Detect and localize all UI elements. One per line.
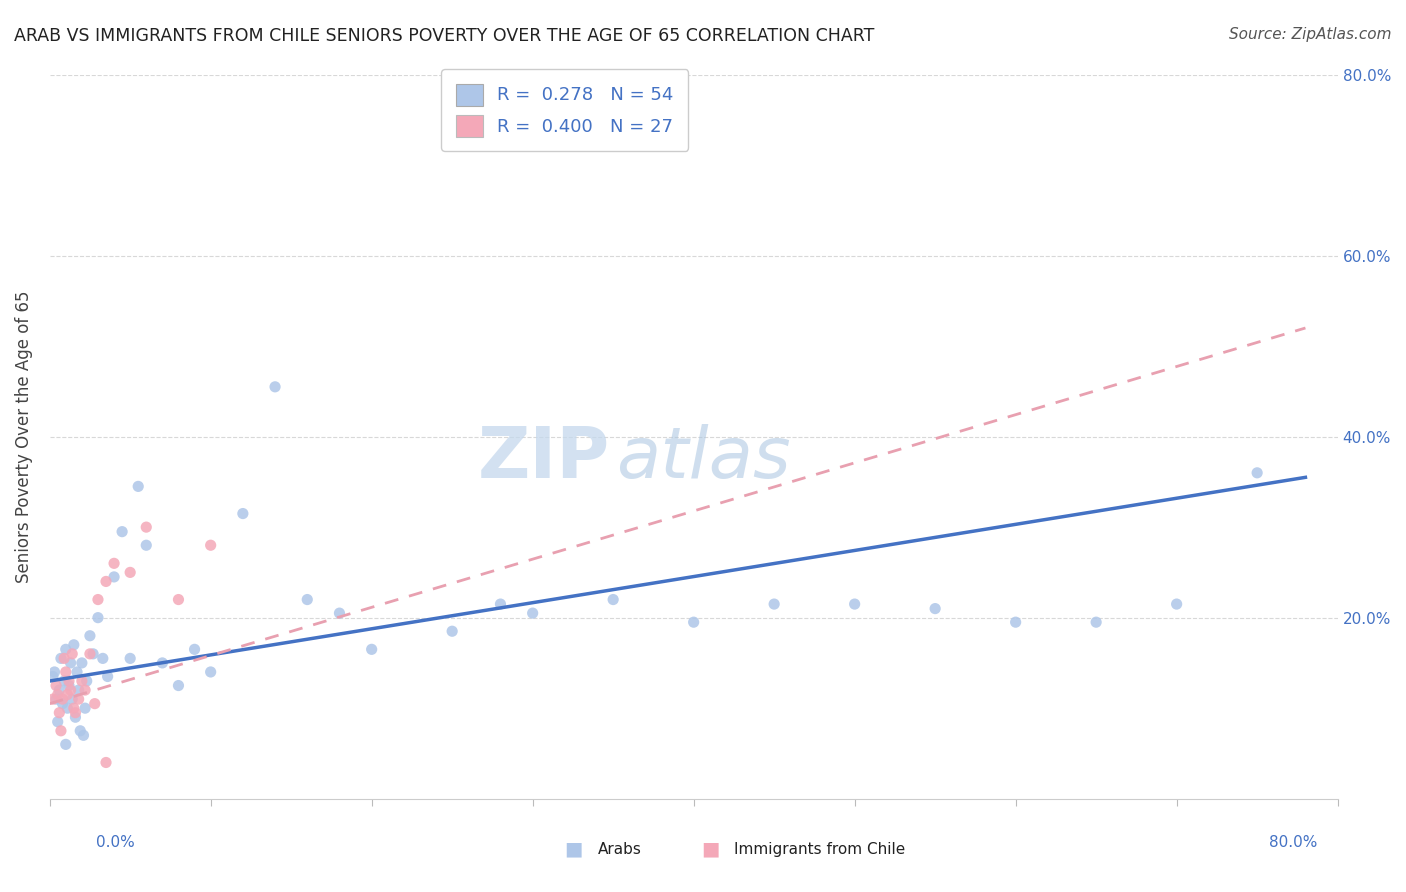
Point	[120, 651, 142, 665]
Point	[1246, 466, 1268, 480]
Point	[59, 656, 82, 670]
Point	[60, 647, 83, 661]
Text: Immigrants from Chile: Immigrants from Chile	[734, 842, 905, 856]
Text: ■: ■	[564, 839, 583, 859]
Point	[56, 701, 79, 715]
Legend: R =  0.278   N = 54, R =  0.400   N = 27: R = 0.278 N = 54, R = 0.400 N = 27	[441, 69, 689, 151]
Point	[150, 656, 173, 670]
Text: Arabs: Arabs	[598, 842, 641, 856]
Point	[264, 380, 287, 394]
Point	[360, 642, 382, 657]
Point	[45, 692, 67, 706]
Point	[120, 566, 142, 580]
Point	[53, 673, 76, 688]
Point	[58, 679, 80, 693]
Point	[111, 524, 134, 539]
Point	[82, 647, 104, 661]
Text: ZIP: ZIP	[478, 424, 610, 493]
Point	[55, 642, 77, 657]
Point	[67, 692, 90, 706]
Point	[167, 679, 190, 693]
Point	[59, 683, 82, 698]
Text: Source: ZipAtlas.com: Source: ZipAtlas.com	[1229, 27, 1392, 42]
Point	[79, 629, 101, 643]
Point	[522, 606, 544, 620]
Point	[48, 706, 70, 720]
Point	[183, 642, 205, 657]
Point	[51, 692, 73, 706]
Point	[232, 507, 254, 521]
Point	[1004, 615, 1026, 630]
Point	[83, 697, 105, 711]
Point	[76, 673, 98, 688]
Point	[103, 570, 125, 584]
Point	[682, 615, 704, 630]
Point	[1166, 597, 1188, 611]
Point	[135, 520, 157, 534]
Point	[70, 673, 93, 688]
Point	[55, 738, 77, 752]
Point	[60, 692, 83, 706]
Point	[67, 683, 90, 698]
Point	[200, 665, 222, 679]
Point	[441, 624, 464, 639]
Text: 0.0%: 0.0%	[96, 836, 135, 850]
Point	[55, 665, 77, 679]
Point	[200, 538, 222, 552]
Point	[87, 592, 110, 607]
Point	[42, 692, 65, 706]
Point	[94, 756, 117, 770]
Point	[602, 592, 624, 607]
Text: 80.0%: 80.0%	[1270, 836, 1317, 850]
Point	[127, 479, 149, 493]
Point	[69, 723, 91, 738]
Point	[97, 669, 120, 683]
Point	[49, 651, 72, 665]
Point	[46, 688, 69, 702]
Point	[45, 679, 67, 693]
Text: ■: ■	[700, 839, 720, 859]
Point	[63, 701, 86, 715]
Point	[328, 606, 350, 620]
Point	[489, 597, 512, 611]
Point	[75, 701, 97, 715]
Point	[58, 673, 80, 688]
Point	[63, 638, 86, 652]
Point	[135, 538, 157, 552]
Point	[87, 610, 110, 624]
Y-axis label: Seniors Poverty Over the Age of 65: Seniors Poverty Over the Age of 65	[15, 291, 32, 582]
Point	[46, 714, 69, 729]
Point	[49, 723, 72, 738]
Point	[94, 574, 117, 589]
Point	[1085, 615, 1108, 630]
Point	[75, 683, 97, 698]
Point	[924, 601, 946, 615]
Point	[72, 728, 94, 742]
Point	[53, 651, 76, 665]
Point	[103, 557, 125, 571]
Point	[79, 647, 101, 661]
Point	[167, 592, 190, 607]
Point	[51, 697, 73, 711]
Point	[844, 597, 866, 611]
Point	[48, 683, 70, 698]
Point	[70, 656, 93, 670]
Point	[297, 592, 319, 607]
Text: ARAB VS IMMIGRANTS FROM CHILE SENIORS POVERTY OVER THE AGE OF 65 CORRELATION CHA: ARAB VS IMMIGRANTS FROM CHILE SENIORS PO…	[14, 27, 875, 45]
Point	[65, 706, 87, 720]
Point	[763, 597, 786, 611]
Point	[42, 669, 65, 683]
Point	[65, 710, 87, 724]
Point	[66, 665, 89, 679]
Text: atlas: atlas	[616, 424, 792, 493]
Point	[56, 688, 79, 702]
Point	[44, 665, 66, 679]
Point	[91, 651, 114, 665]
